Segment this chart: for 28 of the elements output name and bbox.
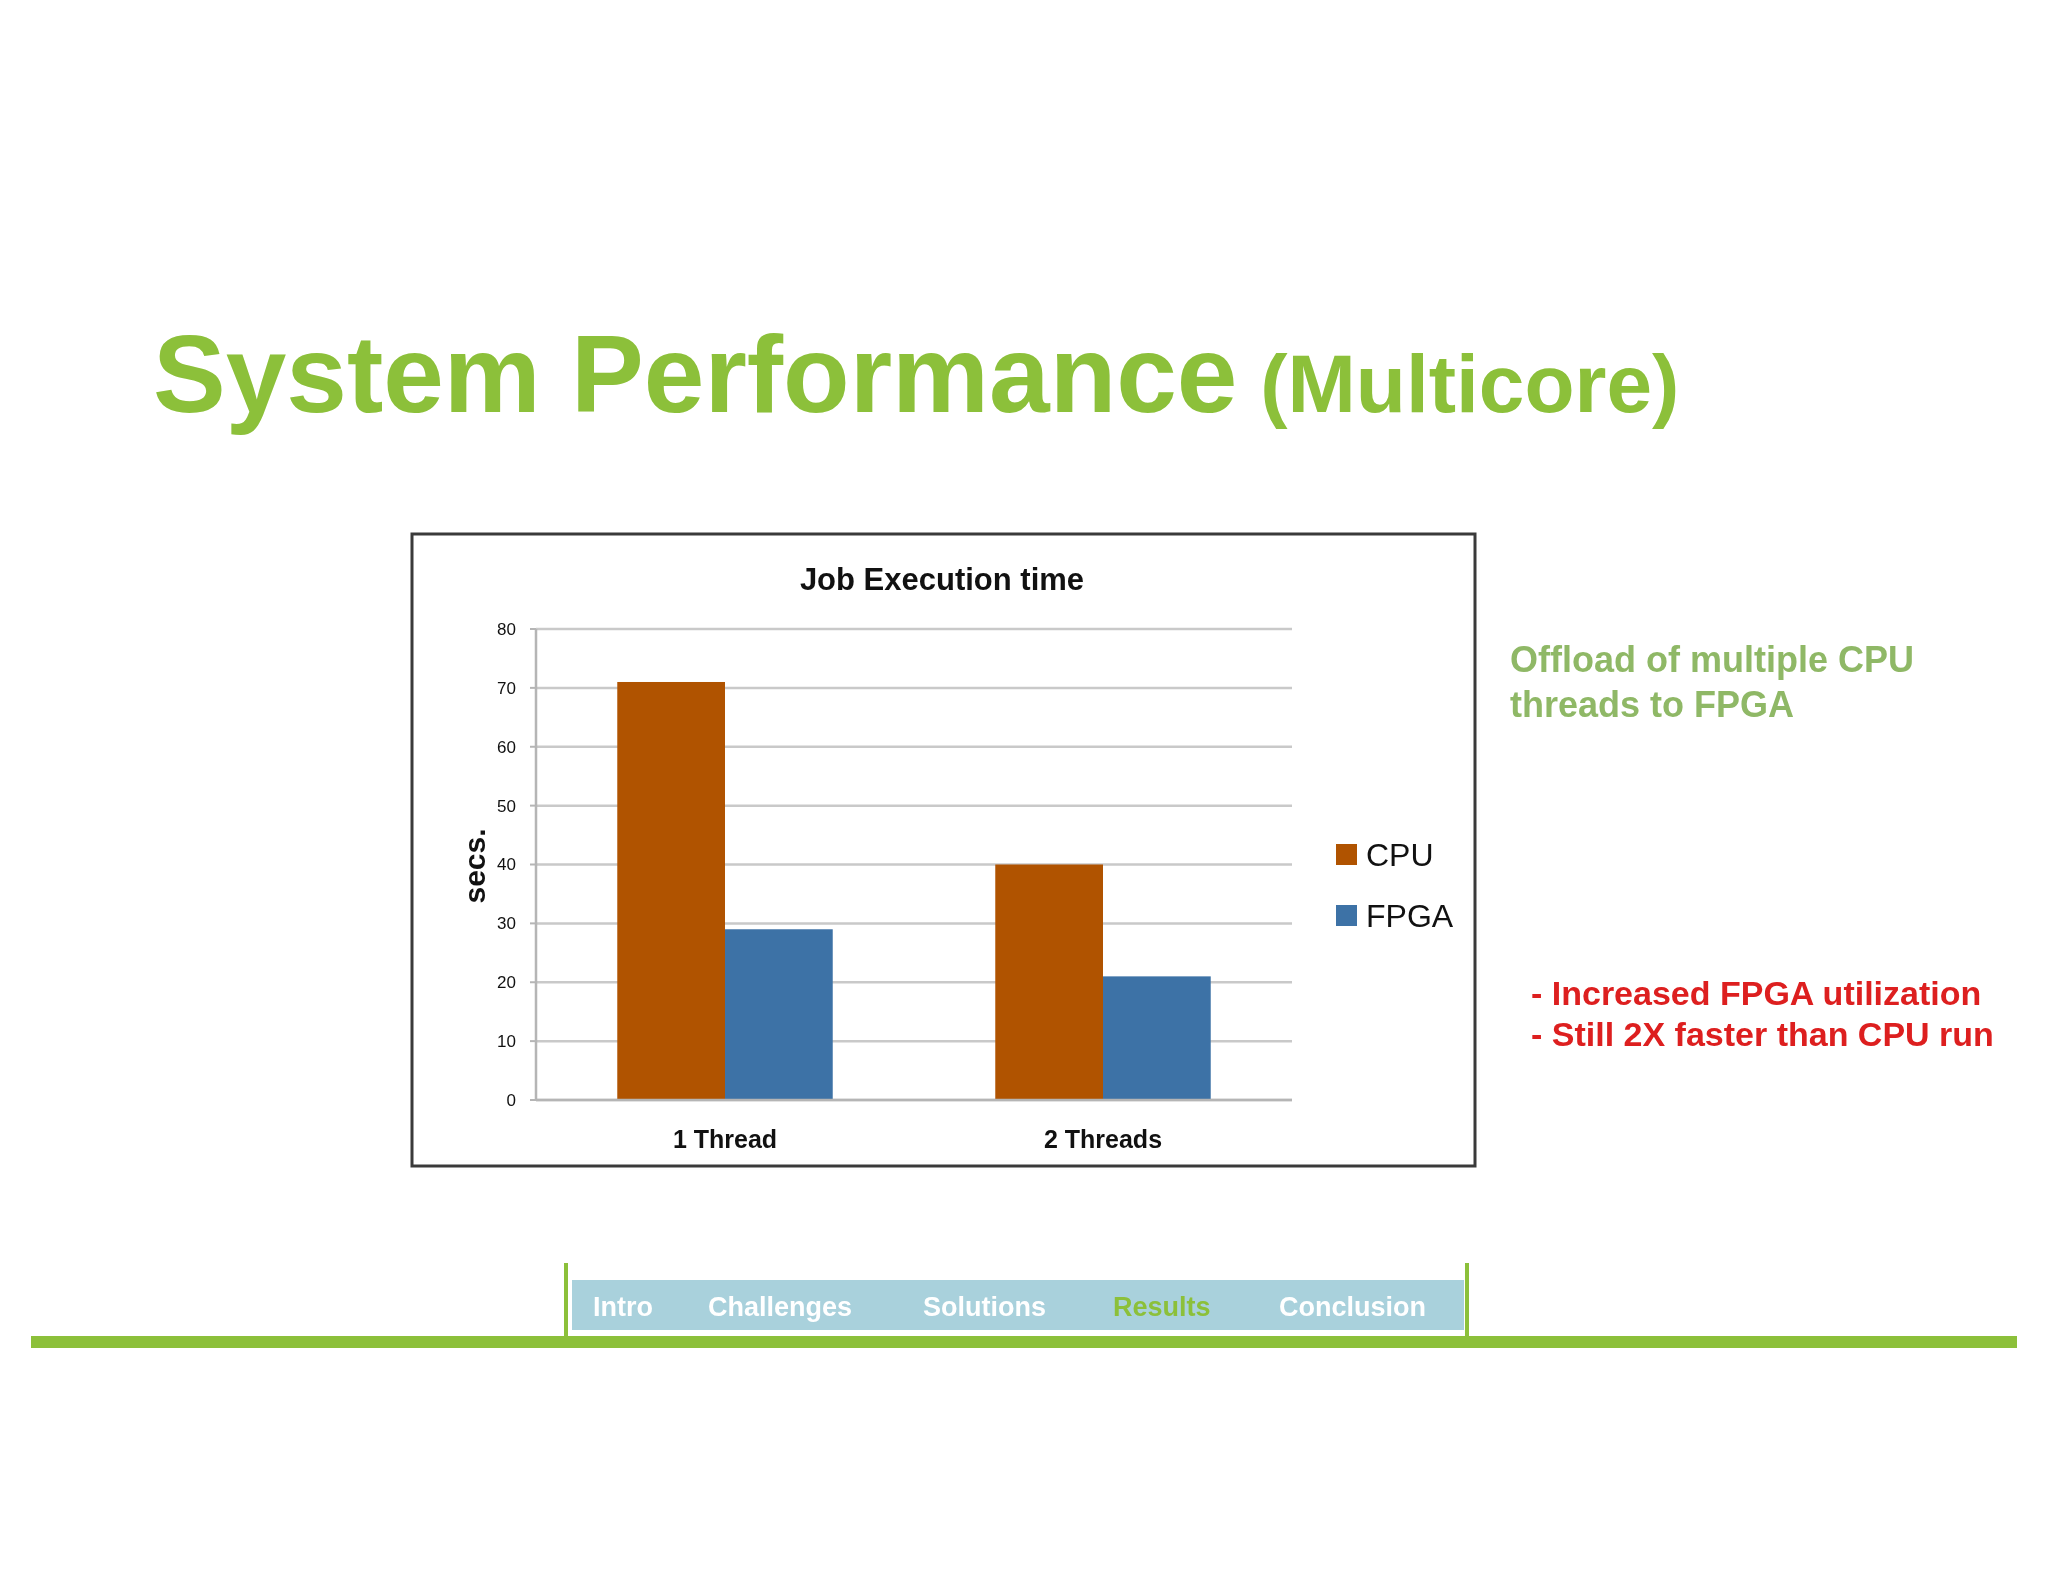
y-tick-label: 50 [497, 796, 516, 816]
text: Intro [593, 1292, 653, 1322]
text: - Still 2X faster than CPU run [1531, 1015, 1994, 1053]
y-axis-title: secs. [457, 828, 491, 904]
text: - Increased FPGA utilization [1531, 974, 1982, 1012]
y-tick-label: 0 [506, 1090, 516, 1110]
bar [617, 681, 725, 1100]
bar [995, 864, 1103, 1100]
y-tick-label: 20 [497, 973, 516, 993]
text: Offload of multiple CPU threads to FPGA [1510, 639, 1914, 725]
y-tick-label: 30 [497, 914, 516, 934]
text: Results [1113, 1292, 1211, 1322]
text: Solutions [923, 1292, 1046, 1322]
y-tick-label: 40 [497, 855, 516, 875]
x-tick-label: 1 Thread [672, 1124, 778, 1153]
text: Challenges [708, 1292, 853, 1322]
chart-subtitle: Job Execution time [799, 562, 1085, 597]
y-tick-label: 10 [497, 1032, 516, 1052]
chart-title: System Performance (Multicore) [153, 313, 1680, 435]
legend-label: FPGA [1366, 898, 1454, 935]
y-tick-label: 80 [497, 619, 516, 639]
bar [725, 929, 833, 1100]
y-tick-label: 60 [497, 737, 516, 757]
text: Conclusion [1279, 1292, 1426, 1322]
x-tick-label: 2 Threads [1043, 1124, 1163, 1153]
bar [1103, 976, 1211, 1100]
legend-label: CPU [1366, 837, 1434, 874]
y-tick-label: 70 [497, 678, 516, 698]
